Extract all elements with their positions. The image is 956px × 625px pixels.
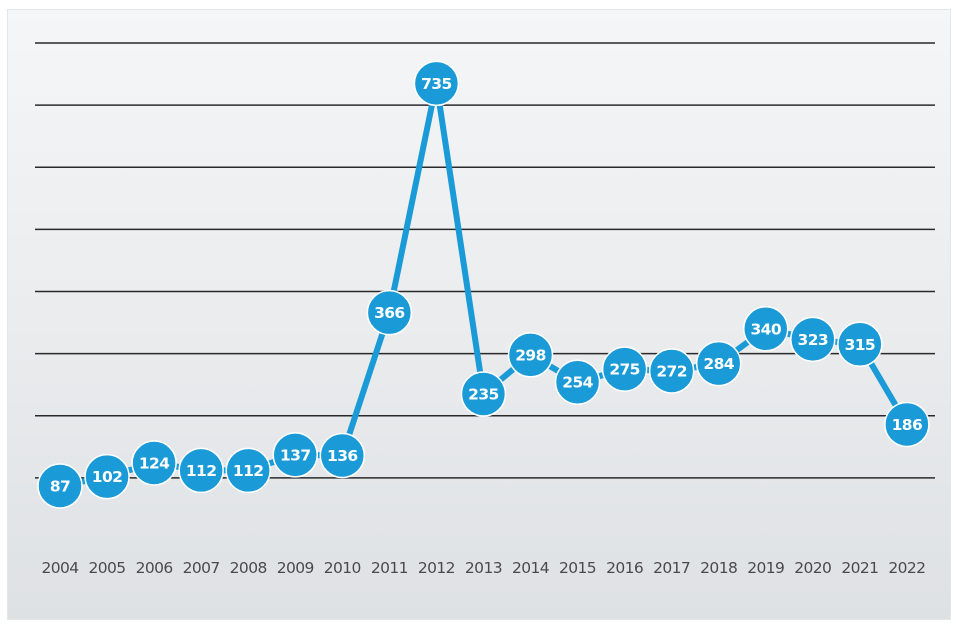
data-label: 186	[892, 416, 923, 434]
data-label: 323	[798, 331, 829, 349]
data-point-marker	[37, 463, 83, 509]
data-point: 298	[507, 332, 554, 378]
data-point: 275	[601, 346, 648, 392]
x-tick-label: 2008	[230, 559, 267, 577]
data-point-marker	[366, 289, 413, 336]
data-point-marker	[413, 60, 460, 107]
data-point-marker	[225, 447, 271, 494]
series-layer	[57, 80, 910, 489]
data-point-marker	[601, 346, 648, 392]
data-point-marker	[648, 348, 695, 394]
x-tick-label: 2022	[888, 559, 925, 577]
data-point: 735	[413, 60, 460, 107]
data-label: 340	[750, 320, 781, 338]
data-point-marker	[460, 371, 507, 417]
data-point-marker	[790, 316, 836, 363]
data-label: 112	[186, 462, 217, 480]
data-label: 298	[515, 346, 546, 364]
data-label: 112	[233, 462, 264, 480]
x-tick-label: 2019	[747, 559, 784, 577]
data-point-marker	[319, 432, 366, 479]
x-tick-label: 2006	[136, 559, 173, 577]
x-tick-label: 2007	[183, 559, 220, 577]
x-tick-label: 2017	[653, 559, 690, 577]
x-tick-label: 2021	[841, 559, 878, 577]
data-point-marker	[131, 440, 177, 486]
data-label: 735	[421, 75, 452, 93]
series-line	[57, 80, 910, 489]
data-point-marker	[884, 401, 930, 448]
data-point: 186	[884, 401, 930, 448]
x-tick-label: 2013	[465, 559, 502, 577]
data-point-marker	[695, 340, 742, 387]
x-tick-label: 2009	[277, 559, 314, 577]
data-point: 235	[460, 371, 507, 417]
data-point: 136	[319, 432, 366, 479]
data-point: 87	[37, 463, 83, 509]
data-point: 315	[837, 321, 883, 368]
x-tick-label: 2018	[700, 559, 737, 577]
x-tick-label: 2004	[41, 559, 78, 577]
x-tick-label: 2016	[606, 559, 643, 577]
data-point: 340	[743, 306, 789, 352]
x-tick-label: 2010	[324, 559, 361, 577]
data-point-marker	[178, 447, 224, 494]
data-label: 366	[374, 304, 405, 322]
data-point-marker	[837, 321, 883, 368]
data-point-marker	[507, 332, 554, 378]
data-label: 235	[468, 386, 499, 404]
data-point-marker	[84, 453, 130, 500]
data-point-marker	[272, 432, 318, 478]
data-point: 323	[790, 316, 836, 363]
data-label: 136	[327, 447, 358, 465]
x-tick-label: 2012	[418, 559, 455, 577]
data-points: 87 102 124 112 112 137 136 366 735 235 298 254 275 27…	[37, 60, 930, 509]
data-point: 124	[131, 440, 177, 486]
x-axis-tick-labels: 2004 2005 2006 2007 2008 2009 2010 2011 2012 2013…	[41, 559, 926, 577]
data-label: 275	[609, 361, 640, 379]
data-point: 102	[84, 453, 130, 500]
data-label: 254	[562, 374, 593, 392]
data-point: 284	[695, 340, 742, 387]
data-point: 254	[554, 359, 601, 405]
data-label: 315	[845, 336, 876, 354]
data-label: 102	[92, 468, 123, 486]
data-label: 124	[139, 454, 170, 472]
x-tick-label: 2020	[794, 559, 831, 577]
data-label: 87	[50, 477, 70, 495]
data-point-marker	[554, 359, 601, 405]
x-tick-label: 2005	[89, 559, 126, 577]
data-label: 284	[703, 355, 734, 373]
data-point: 366	[366, 289, 413, 336]
data-label: 272	[656, 363, 687, 381]
x-tick-label: 2011	[371, 559, 408, 577]
data-point: 272	[648, 348, 695, 394]
data-point: 137	[272, 432, 318, 478]
chart-frame	[7, 9, 951, 620]
data-point: 112	[225, 447, 271, 494]
data-label: 137	[280, 446, 311, 464]
data-point-marker	[743, 306, 789, 352]
x-tick-label: 2015	[559, 559, 596, 577]
data-point: 112	[178, 447, 224, 494]
x-tick-label: 2014	[512, 559, 549, 577]
